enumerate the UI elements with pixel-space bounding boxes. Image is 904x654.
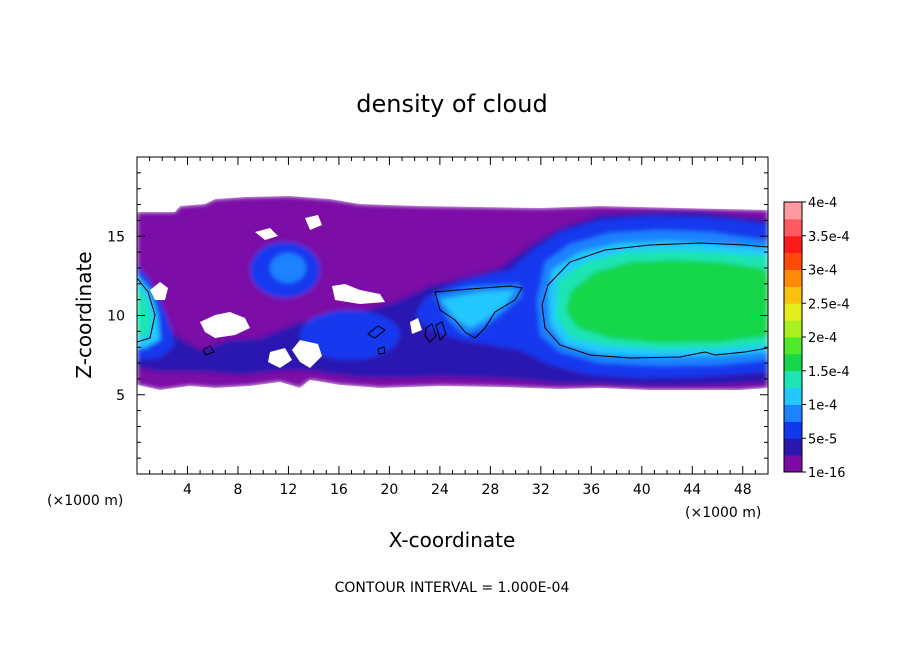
colorbar-tick-label: 4e-4 <box>808 196 837 211</box>
x-axis-ticks: 4 8 12 16 20 24 28 32 36 40 44 48 <box>149 157 756 498</box>
colorbar-swatch <box>784 218 802 237</box>
y-axis-ticks: 5 10 15 <box>107 172 768 459</box>
x-tick-label: 32 <box>532 482 550 498</box>
x-tick-label: 4 <box>183 482 192 498</box>
y-tick-label: 15 <box>107 229 125 245</box>
y-axis-label: Z-coordinate <box>72 251 96 378</box>
green-core <box>566 260 768 343</box>
x-tick-label: 20 <box>380 482 398 498</box>
colorbar-swatch <box>784 438 802 456</box>
colorbar-tick-label: 2e-4 <box>808 331 837 346</box>
colorbar-swatch <box>784 455 802 473</box>
colorbar-swatch <box>784 353 802 372</box>
clear-gaps <box>137 157 768 474</box>
colorbar-swatch <box>784 370 802 389</box>
y-unit-label: (×1000 m) <box>47 493 123 509</box>
colorbar-tick-label: 1e-4 <box>808 399 837 414</box>
x-tick-label: 28 <box>481 482 499 498</box>
y-tick-label: 10 <box>107 309 125 325</box>
density-field <box>137 157 768 474</box>
x-tick-label: 8 <box>233 482 242 498</box>
colorbar-tick-label: 3e-4 <box>808 264 837 279</box>
colorbar-swatch <box>784 404 802 422</box>
y-tick-label: 5 <box>116 388 125 404</box>
colorbar-tick-label: 1.5e-4 <box>808 365 850 380</box>
colorbar-swatch <box>784 286 802 304</box>
x-tick-label: 40 <box>633 482 651 498</box>
contour-lines <box>137 242 768 359</box>
chart-title: density of cloud <box>356 90 547 118</box>
colorbar-swatch <box>784 320 802 338</box>
colorbar-tick-label: 5e-5 <box>808 432 837 447</box>
colorbar-swatch <box>784 421 802 439</box>
colorbar-swatch <box>784 337 802 355</box>
x-tick-label: 48 <box>734 482 752 498</box>
colorbar-tick-label: 1e-16 <box>808 466 846 481</box>
colorbar-swatch <box>784 235 802 254</box>
colorbar-swatch <box>784 303 802 321</box>
x-tick-label: 36 <box>582 482 600 498</box>
contour-interval-note: CONTOUR INTERVAL = 1.000E-04 <box>335 580 570 596</box>
x-axis-label: X-coordinate <box>389 528 516 552</box>
colorbar-swatch <box>784 387 802 405</box>
colorbar-swatch <box>784 252 802 270</box>
x-tick-label: 44 <box>683 482 701 498</box>
x-tick-label: 24 <box>431 482 449 498</box>
colorbar-tick-label: 2.5e-4 <box>808 297 850 312</box>
x-unit-label: (×1000 m) <box>685 505 761 521</box>
colorbar-swatch <box>784 202 802 220</box>
x-tick-label: 12 <box>280 482 298 498</box>
colorbar-swatch <box>784 269 802 287</box>
colorbar-tick-label: 3.5e-4 <box>808 230 850 245</box>
colorbar: 1e-16 5e-5 1e-4 1.5e-4 2e-4 2.5e-4 3e-4 3.5e-4 4… <box>783 196 850 481</box>
x-tick-label: 16 <box>330 482 348 498</box>
